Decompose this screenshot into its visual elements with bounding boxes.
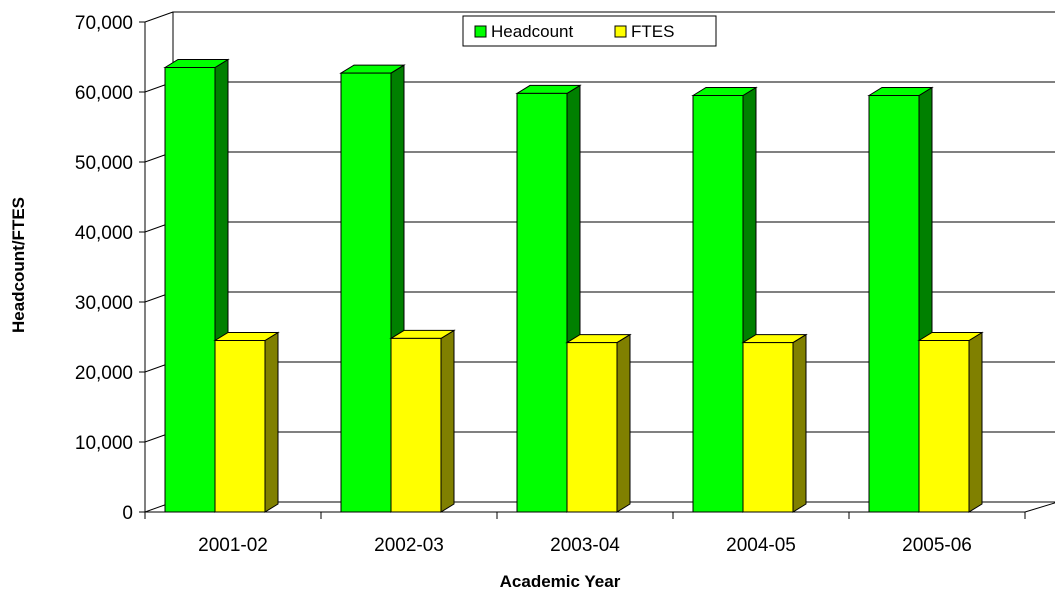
y-tick-label: 20,000 <box>75 363 133 384</box>
x-tick-label: 2003-04 <box>550 535 620 556</box>
side-grid-line <box>144 11 174 23</box>
legend-label-headcount: Headcount <box>491 22 574 41</box>
floor-right-edge <box>1024 502 1055 513</box>
y-tick-label: 50,000 <box>75 153 133 174</box>
y-tick-label: 30,000 <box>75 293 133 314</box>
x-axis-title: Academic Year <box>500 572 621 591</box>
bar-ftes-2003-04 <box>565 333 632 513</box>
x-tick-label: 2004-05 <box>726 535 796 556</box>
bar-ftes-2002-03 <box>389 329 456 513</box>
bar-front <box>516 92 568 513</box>
bar-front <box>164 67 216 513</box>
bar-side <box>440 329 455 513</box>
legend-swatch-ftes <box>614 25 627 38</box>
bar-ftes-2004-05 <box>741 333 808 513</box>
x-tick-labels: 2001-02 2002-03 2003-04 2004-05 2005-06 <box>198 535 972 556</box>
x-tick-label: 2005-06 <box>902 535 972 556</box>
legend-label-ftes: FTES <box>631 22 674 41</box>
bar-ftes-2005-06 <box>917 331 984 513</box>
bar-side <box>792 333 807 513</box>
y-tick-label: 60,000 <box>75 83 133 104</box>
bar-front <box>340 72 392 513</box>
y-tick-label: 40,000 <box>75 223 133 244</box>
bars <box>163 58 984 513</box>
y-tick-labels: 0 10,000 20,000 30,000 40,000 50,000 60,000 70,… <box>75 13 133 524</box>
bar-headcount-2001-02 <box>163 58 230 513</box>
bar-front <box>868 95 920 513</box>
y-tick-label: 0 <box>122 503 133 524</box>
bar-front <box>918 340 970 513</box>
bar-side <box>616 333 631 513</box>
bar-side <box>968 331 983 513</box>
y-tick-label: 70,000 <box>75 13 133 34</box>
y-axis-title: Headcount/FTES <box>9 197 28 333</box>
legend: Headcount FTES <box>462 15 717 47</box>
bar-front <box>742 342 794 513</box>
legend-box <box>462 15 717 47</box>
y-tick-label: 10,000 <box>75 433 133 454</box>
x-tick-label: 2002-03 <box>374 535 444 556</box>
bar-front <box>390 337 442 513</box>
bar-front <box>566 342 618 513</box>
bar-ftes-2001-02 <box>213 331 280 513</box>
legend-swatch-headcount <box>474 25 487 38</box>
x-tick-label: 2001-02 <box>198 535 268 556</box>
bar-front <box>214 340 266 513</box>
bar-side <box>264 331 279 513</box>
bar-front <box>692 95 744 513</box>
